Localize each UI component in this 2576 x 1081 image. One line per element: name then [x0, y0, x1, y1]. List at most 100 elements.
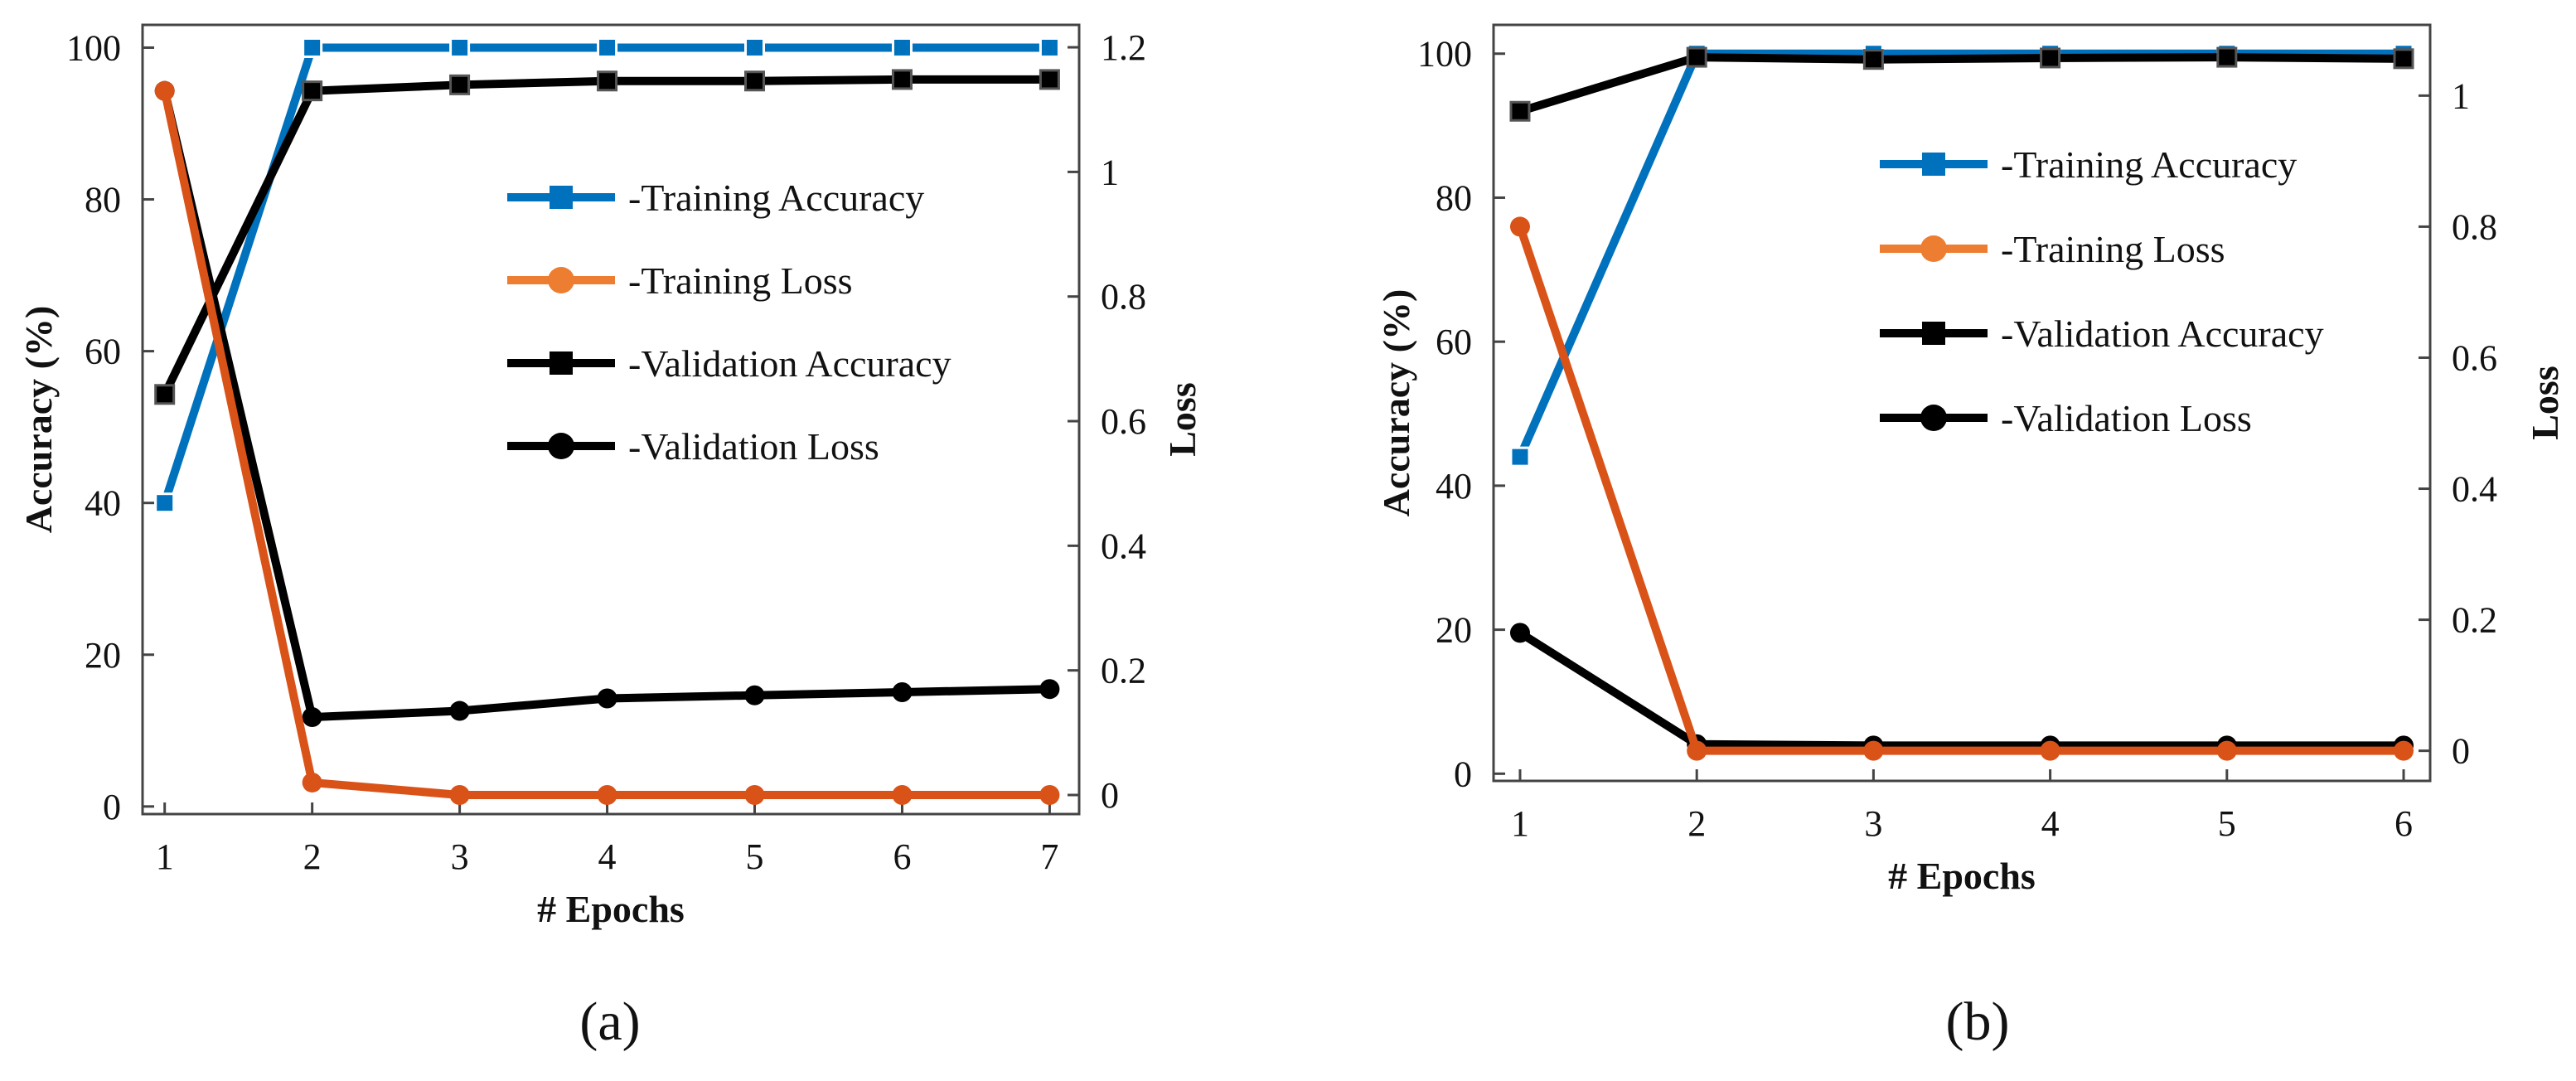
panel-a-ytick-label: 80 — [85, 180, 121, 221]
panel-b-series-validation-accuracy-point — [1509, 100, 1531, 122]
panel-b-series-validation-accuracy-line — [1518, 53, 2404, 116]
panel-b-series-training-accuracy-line — [1516, 49, 2404, 459]
panel-a-xtick-label: 3 — [451, 836, 469, 877]
panel-b-axes-box — [1492, 23, 2432, 783]
panel-b-legend-marker — [1920, 405, 1947, 431]
panel-b-legend-entry: -Training Accuracy — [1880, 143, 2297, 186]
panel-a-series-training-loss-point — [597, 785, 617, 806]
panel-a-legend-label: -Training Loss — [628, 259, 853, 302]
panel-a-xtick-label: 5 — [746, 836, 764, 877]
panel-a-xtick-label: 2 — [303, 836, 322, 877]
panel-a-series-training-accuracy-point — [597, 36, 618, 58]
panel-a-ytick-right-label: 0.4 — [1101, 526, 1146, 566]
panel-b-series-training-loss-line — [1516, 225, 2404, 755]
panel-a-series-training-loss-point — [744, 785, 765, 806]
panel-b-series-training-loss-point — [2394, 740, 2414, 761]
panel-b-xtick-label: 3 — [1864, 803, 1882, 844]
panel-b-legend-label: -Training Accuracy — [2001, 143, 2297, 186]
panel-b-legend-label: -Validation Loss — [2001, 397, 2252, 439]
panel-a-legend-entry: -Training Accuracy — [507, 177, 924, 219]
panel-a-xtick-label: 1 — [156, 836, 174, 877]
panel-b-series-validation-loss-point — [1509, 623, 1530, 643]
panel-b-ytick-right-label: 0.2 — [2452, 600, 2497, 641]
panel-a-series-validation-accuracy-point — [891, 69, 913, 90]
panel-a-ytick-right-label: 1 — [1101, 152, 1119, 192]
panel-a-series-validation-accuracy-point — [1039, 69, 1060, 90]
panel-b-legend-marker — [1922, 153, 1945, 176]
panel-b-series-training-accuracy-point — [1509, 446, 1531, 468]
panel-a-series-training-accuracy-point — [302, 36, 323, 58]
panel-a-series-training-accuracy-point — [891, 36, 913, 58]
panel-a-xtick-label: 7 — [1040, 836, 1058, 877]
panel-a-legend-entry: -Validation Loss — [507, 425, 879, 468]
panel-a-series-training-loss-point — [892, 785, 913, 806]
panel-a-series-training-loss-point — [449, 785, 470, 806]
panel-b-ytick-right-label: 0.8 — [2452, 206, 2497, 247]
panel-a-legend-entry: -Training Loss — [507, 259, 853, 302]
panel-a-series-training-accuracy-point — [154, 492, 176, 514]
panel-a-series-validation-accuracy-point — [154, 384, 176, 405]
panel-b-ytick-label: 80 — [1436, 177, 1472, 218]
panel-b-xtick-label: 6 — [2394, 803, 2413, 844]
panel-a-series-training-loss-point — [1039, 785, 1060, 806]
panel-a-series-validation-accuracy-point — [744, 70, 766, 92]
panel-a-label: (a) — [579, 991, 640, 1052]
panel-b-ytick-label: 40 — [1436, 466, 1472, 507]
panel-a-series-training-accuracy-point — [449, 36, 471, 58]
panel-b-ytick-label: 100 — [1417, 34, 1472, 75]
panel-b-series-validation-accuracy-point — [2216, 46, 2238, 68]
panel-a-series-validation-loss-point — [892, 681, 913, 702]
panel-b-series-validation-accuracy-point — [2040, 47, 2061, 69]
panel-a-xtick-label: 4 — [598, 836, 617, 877]
panel-a-legend-marker — [550, 351, 573, 375]
panel-a-legend-label: -Validation Accuracy — [628, 342, 951, 385]
panel-b-xtick-label: 4 — [2041, 803, 2060, 844]
panel-b-series-training-loss-point — [1509, 216, 1530, 237]
panel-b-ytick-label: 0 — [1454, 754, 1472, 794]
panel-b-series-training-loss-point — [2216, 740, 2237, 761]
panel-a-series-validation-loss-point — [1039, 679, 1060, 700]
panel-a-ylabel-right: Loss — [1161, 382, 1203, 456]
panel-b-series-validation-accuracy-point — [1686, 46, 1707, 68]
panel-a-legend-marker — [548, 433, 574, 459]
panel-b-xtick-label: 1 — [1511, 803, 1529, 844]
panel-a-series-validation-loss-point — [302, 707, 322, 728]
panel-b-ytick-label: 20 — [1436, 610, 1472, 651]
panel-b-series-training-loss-point — [2040, 740, 2060, 761]
panel-a-series-validation-accuracy-point — [449, 74, 471, 95]
panel-a-legend-label: -Training Accuracy — [628, 177, 924, 219]
panel-a-axes-box — [141, 23, 1081, 816]
panel-a-ytick-label: 20 — [85, 635, 121, 676]
panel-a-ytick-right-label: 1.2 — [1101, 27, 1146, 68]
panel-b-series-training-loss-point — [1687, 740, 1707, 761]
panel-a-series-training-loss-point — [154, 80, 175, 101]
panel-b-legend-label: -Training Loss — [2001, 228, 2225, 270]
panel-b-xtick-label: 2 — [1687, 803, 1706, 844]
panel-a-legend-marker — [550, 186, 573, 209]
panel-a-series-validation-accuracy-point — [597, 70, 618, 92]
panel-b-series-training-loss-point — [1863, 740, 1884, 761]
panel-a-ytick-label: 40 — [85, 483, 121, 524]
panel-b-series-validation-loss-line — [1518, 629, 2404, 750]
panel-a-series-training-accuracy-point — [1039, 36, 1060, 58]
panel-a-legend-marker — [548, 267, 574, 293]
panel-a-ytick-label: 100 — [66, 27, 121, 68]
panel-a-xtick-label: 6 — [893, 836, 911, 877]
panel-a-ytick-label: 60 — [85, 332, 121, 372]
panel-a-ytick-label: 0 — [103, 787, 121, 827]
panel-a-series-validation-accuracy-point — [302, 80, 323, 102]
panel-a-ytick-right-label: 0.2 — [1101, 651, 1146, 691]
panel-a-xlabel: # Epochs — [537, 888, 685, 930]
panel-b-ylabel-right: Loss — [2524, 366, 2566, 439]
panel-a-legend-label: -Validation Loss — [628, 425, 879, 468]
panel-b-ylabel: Accuracy (%) — [1375, 289, 1417, 517]
panel-b-ytick-right-label: 0.6 — [2452, 337, 2497, 378]
panel-a-legend-entry: -Validation Accuracy — [507, 342, 951, 385]
panel-a-ytick-right-label: 0.6 — [1101, 401, 1146, 442]
panel-b-ytick-right-label: 0 — [2452, 731, 2470, 772]
panel-b-legend-marker — [1920, 235, 1947, 262]
panel-b-legend-entry: -Validation Loss — [1880, 397, 2252, 439]
panel-b-xtick-label: 5 — [2218, 803, 2236, 844]
